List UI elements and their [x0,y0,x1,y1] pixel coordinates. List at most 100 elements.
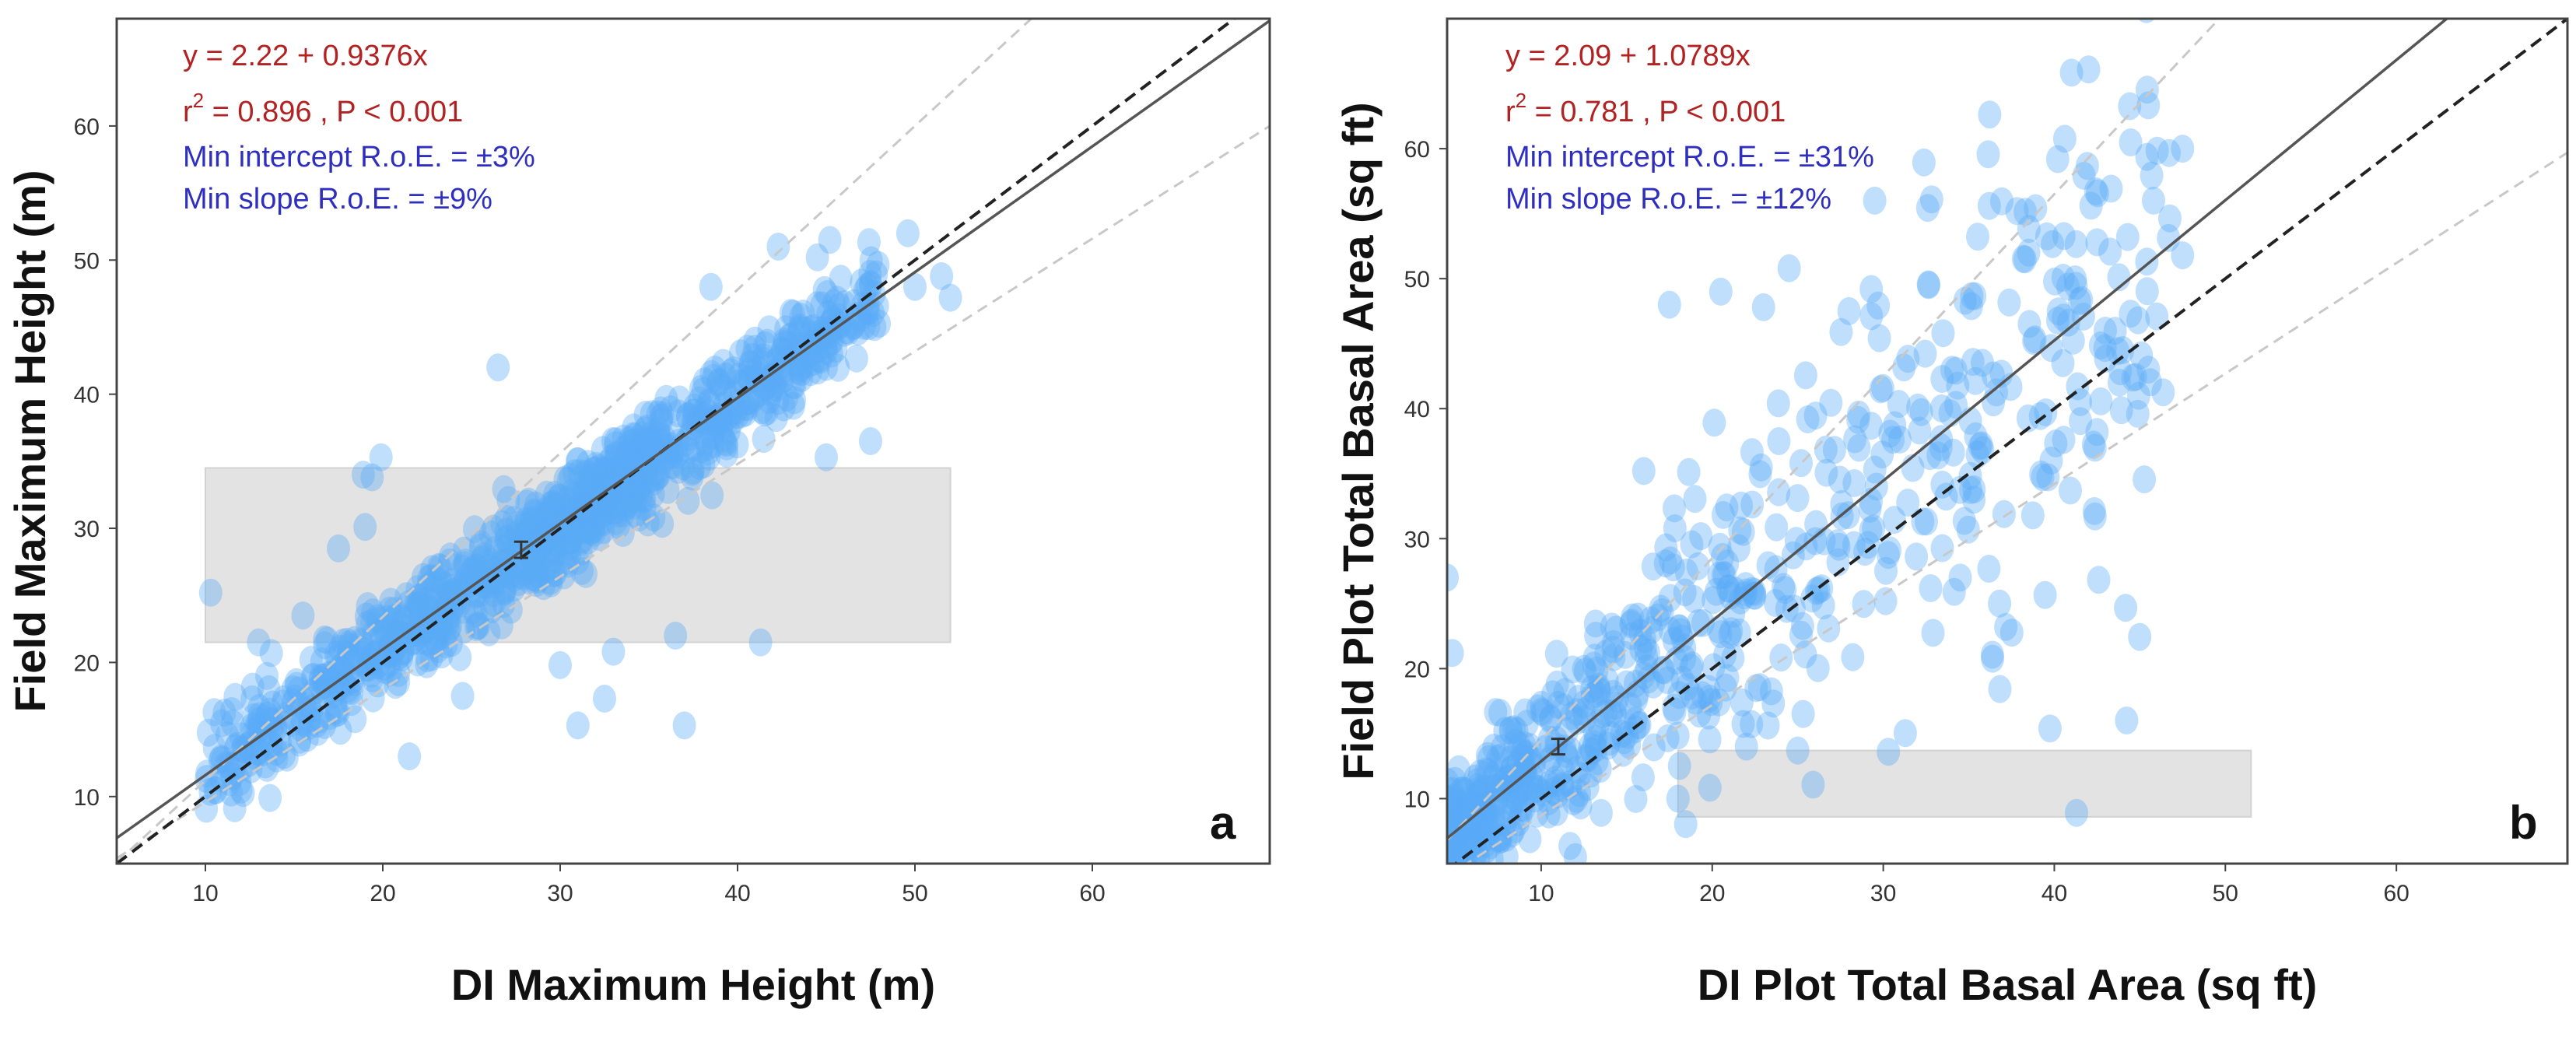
data-point [1520,772,1544,801]
data-point [1863,455,1887,484]
data-point [738,350,762,379]
shaded-region [205,467,952,643]
data-point [219,778,244,807]
data-point [621,472,645,501]
data-point [221,709,244,738]
data-point [2016,404,2040,433]
data-point [1917,271,1941,300]
data-point [1447,856,1459,864]
data-point [376,639,400,668]
data-point [592,457,616,485]
data-point [727,388,751,417]
data-point [1461,811,1485,839]
data-point [1573,657,1597,686]
data-point [757,386,781,415]
data-point [413,610,437,639]
data-point [1730,491,1754,520]
data-point [633,458,657,487]
data-point [1512,741,1536,769]
data-point [626,430,650,459]
y-axis-title: Field Plot Total Basal Area (sq ft) [1334,102,1383,780]
data-point [1447,847,1468,864]
data-point [522,500,546,528]
data-point [1452,843,1476,864]
data-point [1905,542,1929,571]
data-point [930,262,954,290]
data-point [313,671,337,699]
data-point [1893,719,1917,748]
data-point [2098,237,2122,266]
data-point [377,648,401,677]
data-point [517,487,541,516]
data-point [255,661,279,690]
data-point [626,448,650,477]
y-tick-label: 10 [1404,787,1430,812]
data-point [625,485,649,513]
data-point [2085,418,2109,447]
data-point [576,470,599,499]
data-point [636,508,660,537]
data-point [604,506,628,535]
data-point [1461,795,1485,824]
data-point [1546,769,1569,797]
data-point [610,474,634,503]
data-point [2118,92,2142,121]
data-point [697,387,721,416]
x-tick-label: 40 [2042,881,2067,906]
data-point [1513,698,1537,727]
data-point [692,450,716,478]
data-point [714,429,738,457]
data-point [832,290,857,318]
data-point [1869,375,1893,404]
data-point [1447,783,1466,812]
data-point [356,592,380,620]
data-point [865,292,889,321]
data-point [1747,673,1772,702]
data-point [1477,745,1501,773]
data-point [1467,789,1491,818]
data-point [2038,714,2062,743]
data-point [559,526,583,555]
data-point [748,628,773,657]
data-point [790,363,814,392]
data-point [486,353,510,382]
data-point [543,499,567,528]
data-point [1447,801,1460,830]
data-point [1447,833,1460,862]
data-point [614,442,638,471]
data-point [607,511,631,539]
data-point [628,475,651,503]
data-point [1488,743,1512,772]
data-point [271,689,295,718]
data-point [1483,780,1507,809]
data-point [538,491,563,520]
data-point [848,304,872,332]
data-point [463,515,486,544]
data-point [735,335,759,363]
data-point [1715,493,1739,522]
data-point [801,347,825,376]
data-point [607,454,630,482]
data-point [1959,475,1982,504]
data-point [700,421,724,450]
data-point [1842,531,1866,559]
data-point [433,571,457,600]
data-point [617,436,641,465]
data-point [307,705,331,734]
data-point [766,387,790,415]
data-point [1488,796,1512,825]
data-point [1663,697,1687,725]
data-point [659,395,682,424]
data-point [1447,798,1462,827]
data-point [1545,780,1569,809]
data-point [202,698,226,727]
data-point [1568,791,1593,820]
data-point [2051,264,2075,292]
data-point [429,580,453,608]
data-point [680,457,704,486]
data-point [1919,185,1943,214]
data-point [2056,272,2080,301]
data-point [534,496,558,525]
data-point [2171,135,2195,163]
data-point [1911,507,1935,536]
